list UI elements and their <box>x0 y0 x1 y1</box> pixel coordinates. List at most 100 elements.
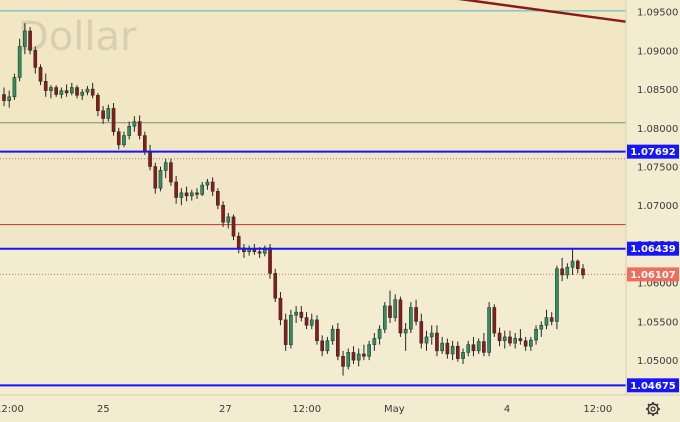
candle <box>299 305 304 322</box>
candle-body <box>320 340 325 352</box>
candle <box>549 312 554 326</box>
candle <box>200 182 205 196</box>
candle-body <box>23 30 27 47</box>
candle <box>492 304 497 337</box>
candle <box>362 344 366 361</box>
candle <box>158 166 163 192</box>
candle-body <box>414 307 418 322</box>
candle <box>529 336 533 351</box>
candle <box>482 333 486 357</box>
candle <box>575 259 580 274</box>
candle-body <box>179 192 184 198</box>
candle-body <box>403 328 408 334</box>
candle <box>356 348 361 367</box>
candle-body <box>424 336 429 344</box>
candle <box>581 264 585 279</box>
candle-body <box>43 81 48 91</box>
candle-body <box>539 325 544 330</box>
candle-body <box>54 87 58 95</box>
candle <box>49 85 53 99</box>
upper-band <box>0 0 626 152</box>
candle <box>153 162 158 194</box>
candle <box>497 327 502 347</box>
candle <box>174 175 178 204</box>
candle <box>122 131 126 148</box>
price-tick-label: 1.09500 <box>637 8 678 19</box>
candle <box>560 257 564 282</box>
candle <box>169 158 173 186</box>
current-price-badge-text: 1.06107 <box>630 270 676 281</box>
trendline-line <box>457 0 627 23</box>
candle-body <box>330 328 335 342</box>
candle <box>403 322 408 351</box>
candle <box>132 116 137 132</box>
candle <box>341 350 345 376</box>
candle-body <box>529 339 533 347</box>
level-lines <box>0 150 626 387</box>
candle <box>59 87 64 99</box>
candle-body <box>367 344 371 357</box>
candle-body <box>106 108 111 119</box>
time-axis[interactable]: 12:00 25 27 12:00 May 4 12:00 <box>0 404 612 415</box>
candle-body <box>90 88 95 96</box>
candle <box>461 348 465 365</box>
candle <box>351 346 356 365</box>
time-tick-label: 27 <box>219 404 232 415</box>
price-tick-label: 1.05000 <box>637 356 678 367</box>
candle-body <box>518 338 523 342</box>
candle <box>450 340 455 361</box>
time-tick-label: 12:00 <box>0 404 24 415</box>
candle-body <box>49 87 53 91</box>
candle <box>12 73 17 100</box>
current-price-badge-box <box>627 267 679 282</box>
candle <box>330 325 335 345</box>
candle <box>534 325 538 345</box>
candle <box>315 315 319 345</box>
candle-body <box>388 305 392 318</box>
candle-body <box>351 352 356 361</box>
candle <box>513 333 518 349</box>
candle <box>106 104 111 122</box>
candle <box>43 73 48 97</box>
support-1-badge-box <box>627 144 679 159</box>
candle <box>471 336 476 357</box>
candle-body <box>372 338 377 345</box>
candle-body <box>445 342 450 355</box>
gear-icon[interactable] <box>646 402 660 416</box>
candle <box>210 177 215 196</box>
candle-body <box>461 352 465 359</box>
time-tick-label: 4 <box>504 404 510 415</box>
candle-body <box>429 332 434 338</box>
candle-body <box>2 94 6 101</box>
price-axis-background <box>626 0 680 422</box>
candle-body <box>309 319 314 326</box>
candle <box>137 115 142 140</box>
candle <box>163 158 168 179</box>
candle-body <box>122 135 126 146</box>
price-badges: 1.07692 1.06439 1.04675 1.06107 <box>627 144 679 393</box>
candle-body <box>304 317 309 326</box>
candle-body <box>80 91 85 96</box>
candle-body <box>565 266 570 276</box>
candle-body <box>33 50 38 68</box>
candle <box>101 106 105 124</box>
candle-body <box>273 273 278 299</box>
current-price-badge: 1.06107 <box>627 267 679 282</box>
time-tick-label: 12:00 <box>292 404 321 415</box>
candle <box>54 85 58 97</box>
candle <box>179 188 184 206</box>
candle <box>273 268 278 303</box>
candle <box>372 333 377 351</box>
candle-body <box>555 268 559 322</box>
candle <box>320 335 325 357</box>
candle <box>294 305 298 323</box>
candle <box>435 325 439 357</box>
candle-body <box>75 87 79 96</box>
candle-body <box>231 216 236 237</box>
candle-body <box>513 338 518 344</box>
candle-body <box>325 340 330 352</box>
trendline <box>457 0 627 23</box>
candle-body <box>268 247 272 274</box>
time-tick-label: May <box>384 404 405 415</box>
